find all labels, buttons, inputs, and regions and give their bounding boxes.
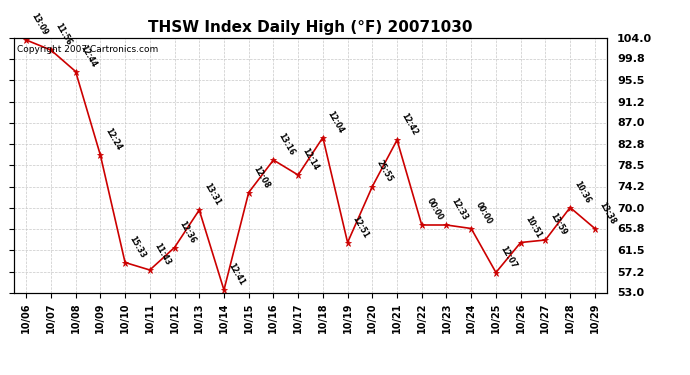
Title: THSW Index Daily High (°F) 20071030: THSW Index Daily High (°F) 20071030 bbox=[148, 20, 473, 35]
Text: Copyright 2007 Cartronics.com: Copyright 2007 Cartronics.com bbox=[17, 45, 158, 54]
Text: 13:38: 13:38 bbox=[598, 200, 618, 226]
Text: 12:36: 12:36 bbox=[177, 219, 197, 245]
Text: 12:51: 12:51 bbox=[351, 214, 370, 240]
Text: 00:00: 00:00 bbox=[424, 197, 444, 222]
Text: 12:08: 12:08 bbox=[251, 164, 271, 190]
Text: 12:14: 12:14 bbox=[301, 147, 321, 172]
Text: 12:24: 12:24 bbox=[103, 127, 123, 152]
Text: 12:41: 12:41 bbox=[227, 262, 246, 287]
Text: 10:36: 10:36 bbox=[573, 179, 593, 205]
Text: 13:31: 13:31 bbox=[202, 182, 222, 207]
Text: 11:43: 11:43 bbox=[152, 242, 172, 267]
Text: 12:07: 12:07 bbox=[499, 244, 519, 270]
Text: 25:55: 25:55 bbox=[375, 159, 395, 184]
Text: 00:00: 00:00 bbox=[474, 200, 494, 226]
Text: 12:33: 12:33 bbox=[449, 197, 469, 222]
Text: 13:09: 13:09 bbox=[29, 12, 49, 37]
Text: 12:44: 12:44 bbox=[79, 44, 98, 69]
Text: 13:16: 13:16 bbox=[276, 132, 296, 157]
Text: 10:51: 10:51 bbox=[524, 214, 543, 240]
Text: 11:56: 11:56 bbox=[54, 22, 73, 47]
Text: 12:04: 12:04 bbox=[326, 110, 346, 135]
Text: 15:33: 15:33 bbox=[128, 234, 148, 260]
Text: 13:59: 13:59 bbox=[548, 212, 568, 237]
Text: 12:42: 12:42 bbox=[400, 112, 420, 137]
